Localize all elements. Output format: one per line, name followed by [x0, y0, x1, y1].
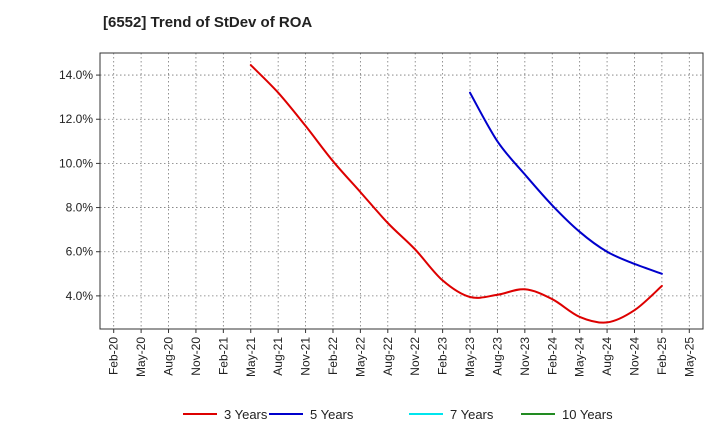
x-tick-label: May-22 — [353, 337, 367, 377]
legend-label: 3 Years — [224, 407, 268, 422]
x-tick-label: Aug-24 — [600, 337, 614, 376]
x-tick-label: May-25 — [682, 337, 696, 377]
y-tick-label: 12.0% — [59, 112, 93, 126]
y-tick-label: 14.0% — [59, 68, 93, 82]
x-tick-label: Nov-21 — [299, 337, 313, 376]
legend-label: 10 Years — [562, 407, 613, 422]
series-line-3-years — [249, 64, 663, 324]
x-tick-label: Nov-24 — [627, 337, 641, 376]
y-tick-label: 8.0% — [66, 201, 94, 215]
x-tick-label: May-20 — [134, 337, 148, 377]
x-tick-label: May-24 — [573, 337, 587, 377]
x-tick-label: Nov-23 — [518, 337, 532, 376]
y-tick-label: 4.0% — [66, 289, 94, 303]
x-tick-label: Nov-20 — [189, 337, 203, 376]
plot-background — [100, 53, 703, 329]
x-tick-label: Feb-25 — [655, 337, 669, 375]
x-tick-label: Aug-20 — [162, 337, 176, 376]
x-tick-label: Nov-22 — [408, 337, 422, 376]
y-axis-ticks: 4.0% 6.0% 8.0% 10.0% 12.0% 14.0% — [59, 68, 100, 303]
x-tick-label: Feb-23 — [436, 337, 450, 375]
series-line-5-years — [469, 91, 663, 275]
plot-border — [99, 52, 704, 330]
x-tick-label: Feb-24 — [545, 337, 559, 375]
legend: 3 Years 5 Years 7 Years 10 Years — [183, 407, 613, 422]
legend-label: 5 Years — [310, 407, 354, 422]
grid-lines — [100, 53, 703, 329]
x-tick-label: Aug-23 — [490, 337, 504, 376]
x-tick-label: Aug-22 — [381, 337, 395, 376]
x-tick-label: May-23 — [463, 337, 477, 377]
x-axis-ticks: Feb-20 May-20 Aug-20 Nov-20 Feb-21 May-21 Aug-… — [107, 329, 696, 377]
chart-title: [6552] Trend of StDev of ROA — [103, 14, 313, 31]
series-lines — [249, 64, 663, 324]
legend-label: 7 Years — [450, 407, 494, 422]
x-tick-label: Aug-21 — [271, 337, 285, 376]
y-tick-label: 10.0% — [59, 156, 93, 170]
x-tick-label: Feb-22 — [326, 337, 340, 375]
x-tick-label: Feb-20 — [107, 337, 121, 375]
x-tick-label: Feb-21 — [216, 337, 230, 375]
x-tick-label: May-21 — [244, 337, 258, 377]
y-tick-label: 6.0% — [66, 245, 94, 259]
